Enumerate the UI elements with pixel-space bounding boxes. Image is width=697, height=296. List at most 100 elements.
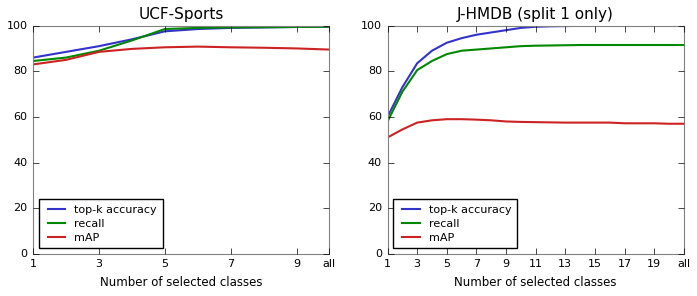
Line: mAP: mAP [33,46,330,65]
Line: top-k accuracy: top-k accuracy [388,26,684,117]
top-k accuracy [680,24,688,28]
mAP [128,47,136,51]
mAP [665,122,673,126]
recall [650,43,659,47]
mAP [546,120,555,124]
recall [532,44,540,47]
top-k accuracy [473,33,481,36]
Title: UCF-Sports: UCF-Sports [139,7,224,22]
Line: recall: recall [388,45,684,121]
mAP [443,118,451,121]
top-k accuracy [128,38,136,41]
recall [383,120,392,123]
top-k accuracy [413,62,422,65]
recall [561,44,569,47]
recall [62,56,70,59]
mAP [576,121,584,124]
recall [259,25,268,29]
X-axis label: Number of selected classes: Number of selected classes [454,276,617,289]
mAP [473,118,481,121]
top-k accuracy [532,25,540,28]
recall [325,25,334,28]
top-k accuracy [325,25,334,28]
Legend: top-k accuracy, recall, mAP: top-k accuracy, recall, mAP [39,200,162,248]
mAP [561,121,569,124]
top-k accuracy [62,50,70,54]
recall [473,48,481,51]
top-k accuracy [516,26,525,30]
mAP [413,121,422,124]
top-k accuracy [457,36,466,40]
recall [413,68,422,72]
top-k accuracy [487,31,496,34]
top-k accuracy [665,24,673,28]
top-k accuracy [650,24,659,28]
recall [95,49,103,52]
mAP [591,121,599,124]
recall [502,46,510,49]
top-k accuracy [606,24,614,28]
top-k accuracy [443,41,451,44]
mAP [457,118,466,121]
mAP [398,128,406,131]
recall [457,49,466,52]
top-k accuracy [161,30,169,33]
top-k accuracy [428,49,436,52]
top-k accuracy [383,115,392,119]
mAP [29,63,38,66]
recall [128,39,136,42]
mAP [292,47,300,50]
mAP [620,122,629,125]
top-k accuracy [576,24,584,28]
X-axis label: Number of selected classes: Number of selected classes [100,276,263,289]
recall [398,90,406,94]
recall [516,44,525,48]
top-k accuracy [546,25,555,28]
mAP [62,58,70,62]
mAP [680,122,688,126]
mAP [532,120,540,124]
recall [680,43,688,47]
recall [620,43,629,47]
mAP [487,118,496,122]
recall [576,43,584,47]
mAP [227,46,235,49]
top-k accuracy [635,24,643,28]
top-k accuracy [259,26,268,29]
mAP [259,46,268,49]
top-k accuracy [29,56,38,59]
recall [606,43,614,47]
mAP [383,136,392,139]
top-k accuracy [591,24,599,28]
mAP [650,122,659,125]
mAP [161,46,169,49]
recall [546,44,555,47]
top-k accuracy [398,86,406,89]
recall [665,43,673,47]
top-k accuracy [95,44,103,48]
mAP [502,120,510,123]
mAP [635,122,643,125]
recall [194,26,202,30]
mAP [606,121,614,124]
recall [29,59,38,63]
recall [227,26,235,29]
recall [635,43,643,47]
top-k accuracy [292,25,300,29]
top-k accuracy [194,27,202,31]
top-k accuracy [620,24,629,28]
top-k accuracy [502,28,510,32]
recall [443,52,451,56]
Line: recall: recall [33,27,330,61]
recall [428,59,436,63]
Title: J-HMDB (split 1 only): J-HMDB (split 1 only) [457,7,614,22]
recall [292,25,300,29]
Line: mAP: mAP [388,119,684,137]
recall [161,27,169,31]
recall [487,47,496,50]
mAP [95,50,103,54]
top-k accuracy [227,26,235,30]
mAP [194,45,202,48]
Line: top-k accuracy: top-k accuracy [33,27,330,57]
mAP [325,48,334,51]
